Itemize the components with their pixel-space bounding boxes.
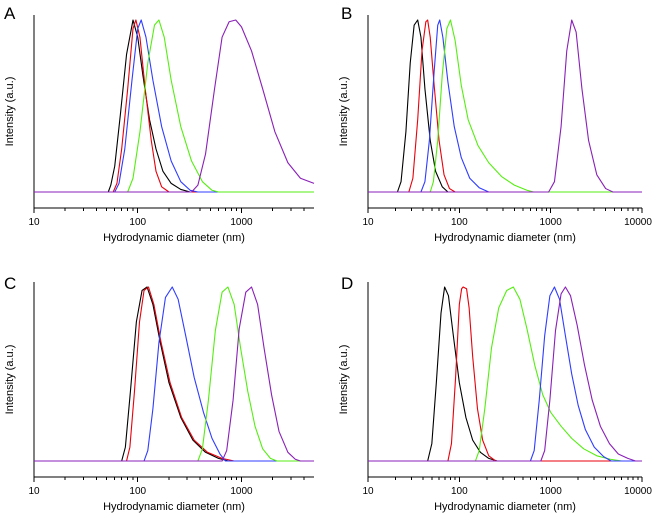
panel-b: B 10 100 1000 10000 Hydrodynamic diameter (nm… [338, 4, 652, 244]
series-purple-line [34, 19, 315, 193]
panel-letter: D [341, 274, 353, 293]
series-purple-line [368, 19, 642, 193]
series-red-line [368, 286, 642, 462]
panel-c: C 10 100 1000 Hydrodynamic diameter (nm) Inte… [4, 274, 314, 513]
series-blue-line [368, 19, 642, 193]
x-tick-label: 1000 [230, 217, 253, 228]
y-axis-title: Intensity (a.u.) [4, 77, 16, 147]
series-purple-line [34, 286, 314, 462]
x-tick-label: 10 [28, 217, 40, 228]
panel-d: D 10 100 1000 10000 Hydrodynamic diameter (nm… [338, 274, 652, 513]
series-black-line [34, 286, 314, 462]
panel-a: A 10 100 1000 Hydrodynamic diameter (nm) Inte… [4, 4, 315, 244]
x-tick-label: 10 [362, 486, 374, 497]
y-axis-title: Intensity (a.u.) [338, 345, 350, 415]
x-tick-label: 100 [129, 486, 146, 497]
x-axis-title: Hydrodynamic diameter (nm) [434, 232, 576, 244]
series-black-line [34, 19, 314, 193]
series-black-line [368, 286, 642, 462]
x-axis-title: Hydrodynamic diameter (nm) [103, 501, 245, 513]
x-tick-label: 10000 [624, 217, 652, 228]
series-red-line [34, 286, 314, 462]
x-tick-label: 10 [362, 217, 374, 228]
panel-letter: C [4, 274, 16, 293]
y-axis-title: Intensity (a.u.) [4, 345, 16, 415]
y-axis-title: Intensity (a.u.) [338, 77, 350, 147]
series-black-line [368, 19, 642, 193]
panel-letter: A [4, 4, 16, 23]
x-tick-label: 100 [129, 217, 146, 228]
series-green-line [34, 19, 314, 193]
series-green-line [368, 286, 642, 462]
x-tick-label: 1000 [540, 486, 563, 497]
series-red-line [368, 19, 642, 193]
x-tick-label: 100 [451, 217, 468, 228]
x-tick-label: 10000 [624, 486, 652, 497]
x-tick-label: 100 [451, 486, 468, 497]
series-green-line [368, 19, 642, 193]
x-tick-label: 1000 [540, 217, 563, 228]
series-blue-line [34, 19, 314, 193]
series-green-line [34, 286, 314, 462]
series-purple-line [368, 286, 642, 462]
x-axis-title: Hydrodynamic diameter (nm) [434, 501, 576, 513]
panel-letter: B [341, 4, 352, 23]
series-blue-line [368, 286, 642, 462]
x-tick-label: 1000 [230, 486, 253, 497]
x-tick-label: 10 [28, 486, 40, 497]
x-axis-title: Hydrodynamic diameter (nm) [103, 232, 245, 244]
series-blue-line [34, 286, 314, 462]
